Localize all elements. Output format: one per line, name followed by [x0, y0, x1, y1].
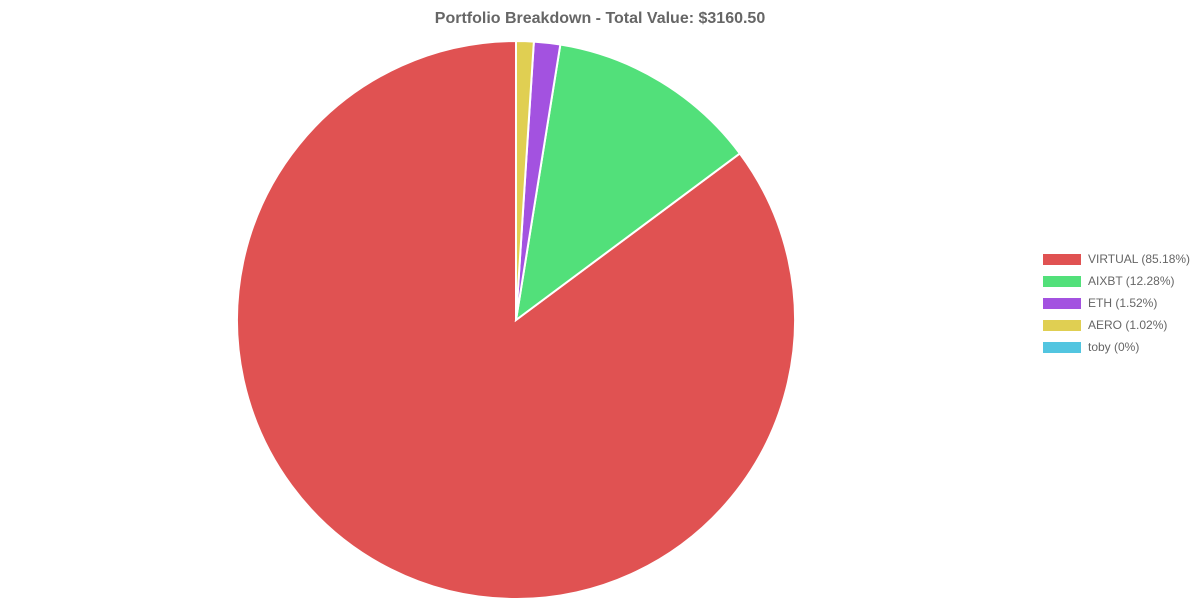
pie-slice-aero[interactable]: [515, 39, 535, 321]
legend-label: VIRTUAL (85.18%): [1088, 252, 1191, 266]
legend-swatch: [1043, 319, 1081, 331]
legend-item-toby[interactable]: toby (0%): [1043, 336, 1190, 358]
legend-swatch: [1043, 297, 1081, 309]
legend-label: toby (0%): [1088, 340, 1140, 354]
legend-item-virtual[interactable]: VIRTUAL (85.18%): [1043, 248, 1190, 270]
pie-slice-virtual[interactable]: [236, 39, 796, 600]
legend-swatch: [1043, 253, 1081, 265]
legend-item-aero[interactable]: AERO (1.02%): [1043, 314, 1190, 336]
chart-title: Portfolio Breakdown - Total Value: $3160…: [434, 10, 766, 27]
legend-label: ETH (1.52%): [1088, 296, 1158, 310]
pie-slice-aixbt[interactable]: [514, 43, 742, 323]
legend-item-aixbt[interactable]: AIXBT (12.28%): [1043, 270, 1190, 292]
chart-legend: VIRTUAL (85.18%) AIXBT (12.28%) ETH (1.52%…: [1043, 248, 1190, 358]
legend-item-eth[interactable]: ETH (1.52%): [1043, 292, 1190, 314]
legend-label: AERO (1.02%): [1088, 318, 1168, 332]
legend-swatch: [1043, 341, 1081, 353]
legend-swatch: [1043, 275, 1081, 287]
legend-label: AIXBT (12.28%): [1088, 274, 1175, 288]
